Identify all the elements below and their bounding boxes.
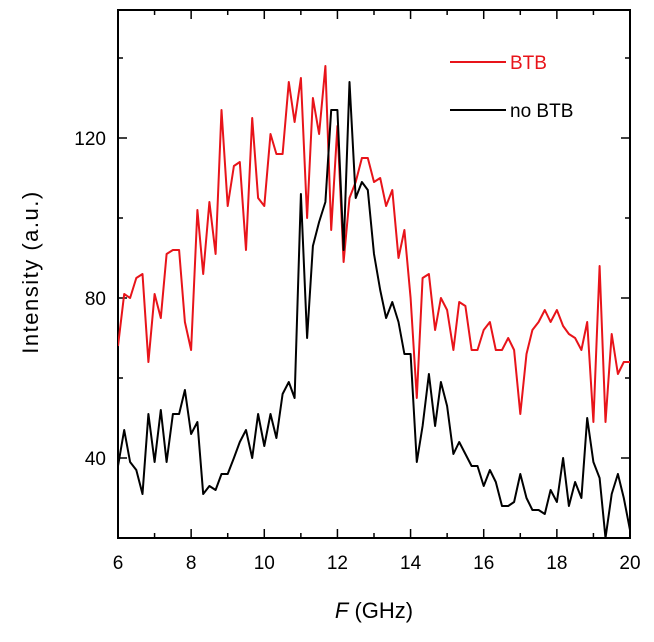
x-tick-label: 8 <box>186 553 197 574</box>
x-axis-symbol: F <box>335 598 350 623</box>
series-line-no-btb <box>118 81 630 538</box>
x-tick-label: 20 <box>619 553 640 574</box>
x-tick-label: 10 <box>254 553 275 574</box>
y-tick-label: 80 <box>85 289 106 310</box>
series-line-btb <box>118 65 630 423</box>
legend-label-btb: BTB <box>510 53 547 74</box>
x-tick-label: 16 <box>473 553 494 574</box>
x-tick-label: 18 <box>546 553 567 574</box>
y-axis-title: Intensity (a.u.) <box>18 190 43 353</box>
axis-ticks <box>117 10 631 539</box>
x-tick-label: 14 <box>400 553 422 574</box>
x-tick-label: 12 <box>327 553 348 574</box>
x-axis-title: F (GHz) <box>335 598 413 623</box>
legend-label-no-btb: no BTB <box>510 101 573 122</box>
y-tick-label: 120 <box>74 129 106 150</box>
x-tick-label: 6 <box>113 553 124 574</box>
tick-labels: 6 8 10 12 14 16 18 20 40 80 120 <box>74 129 640 574</box>
legend: BTB no BTB <box>450 53 573 122</box>
data-series <box>118 65 630 538</box>
y-tick-label: 40 <box>85 449 106 470</box>
x-axis-unit: (GHz) <box>348 598 413 623</box>
